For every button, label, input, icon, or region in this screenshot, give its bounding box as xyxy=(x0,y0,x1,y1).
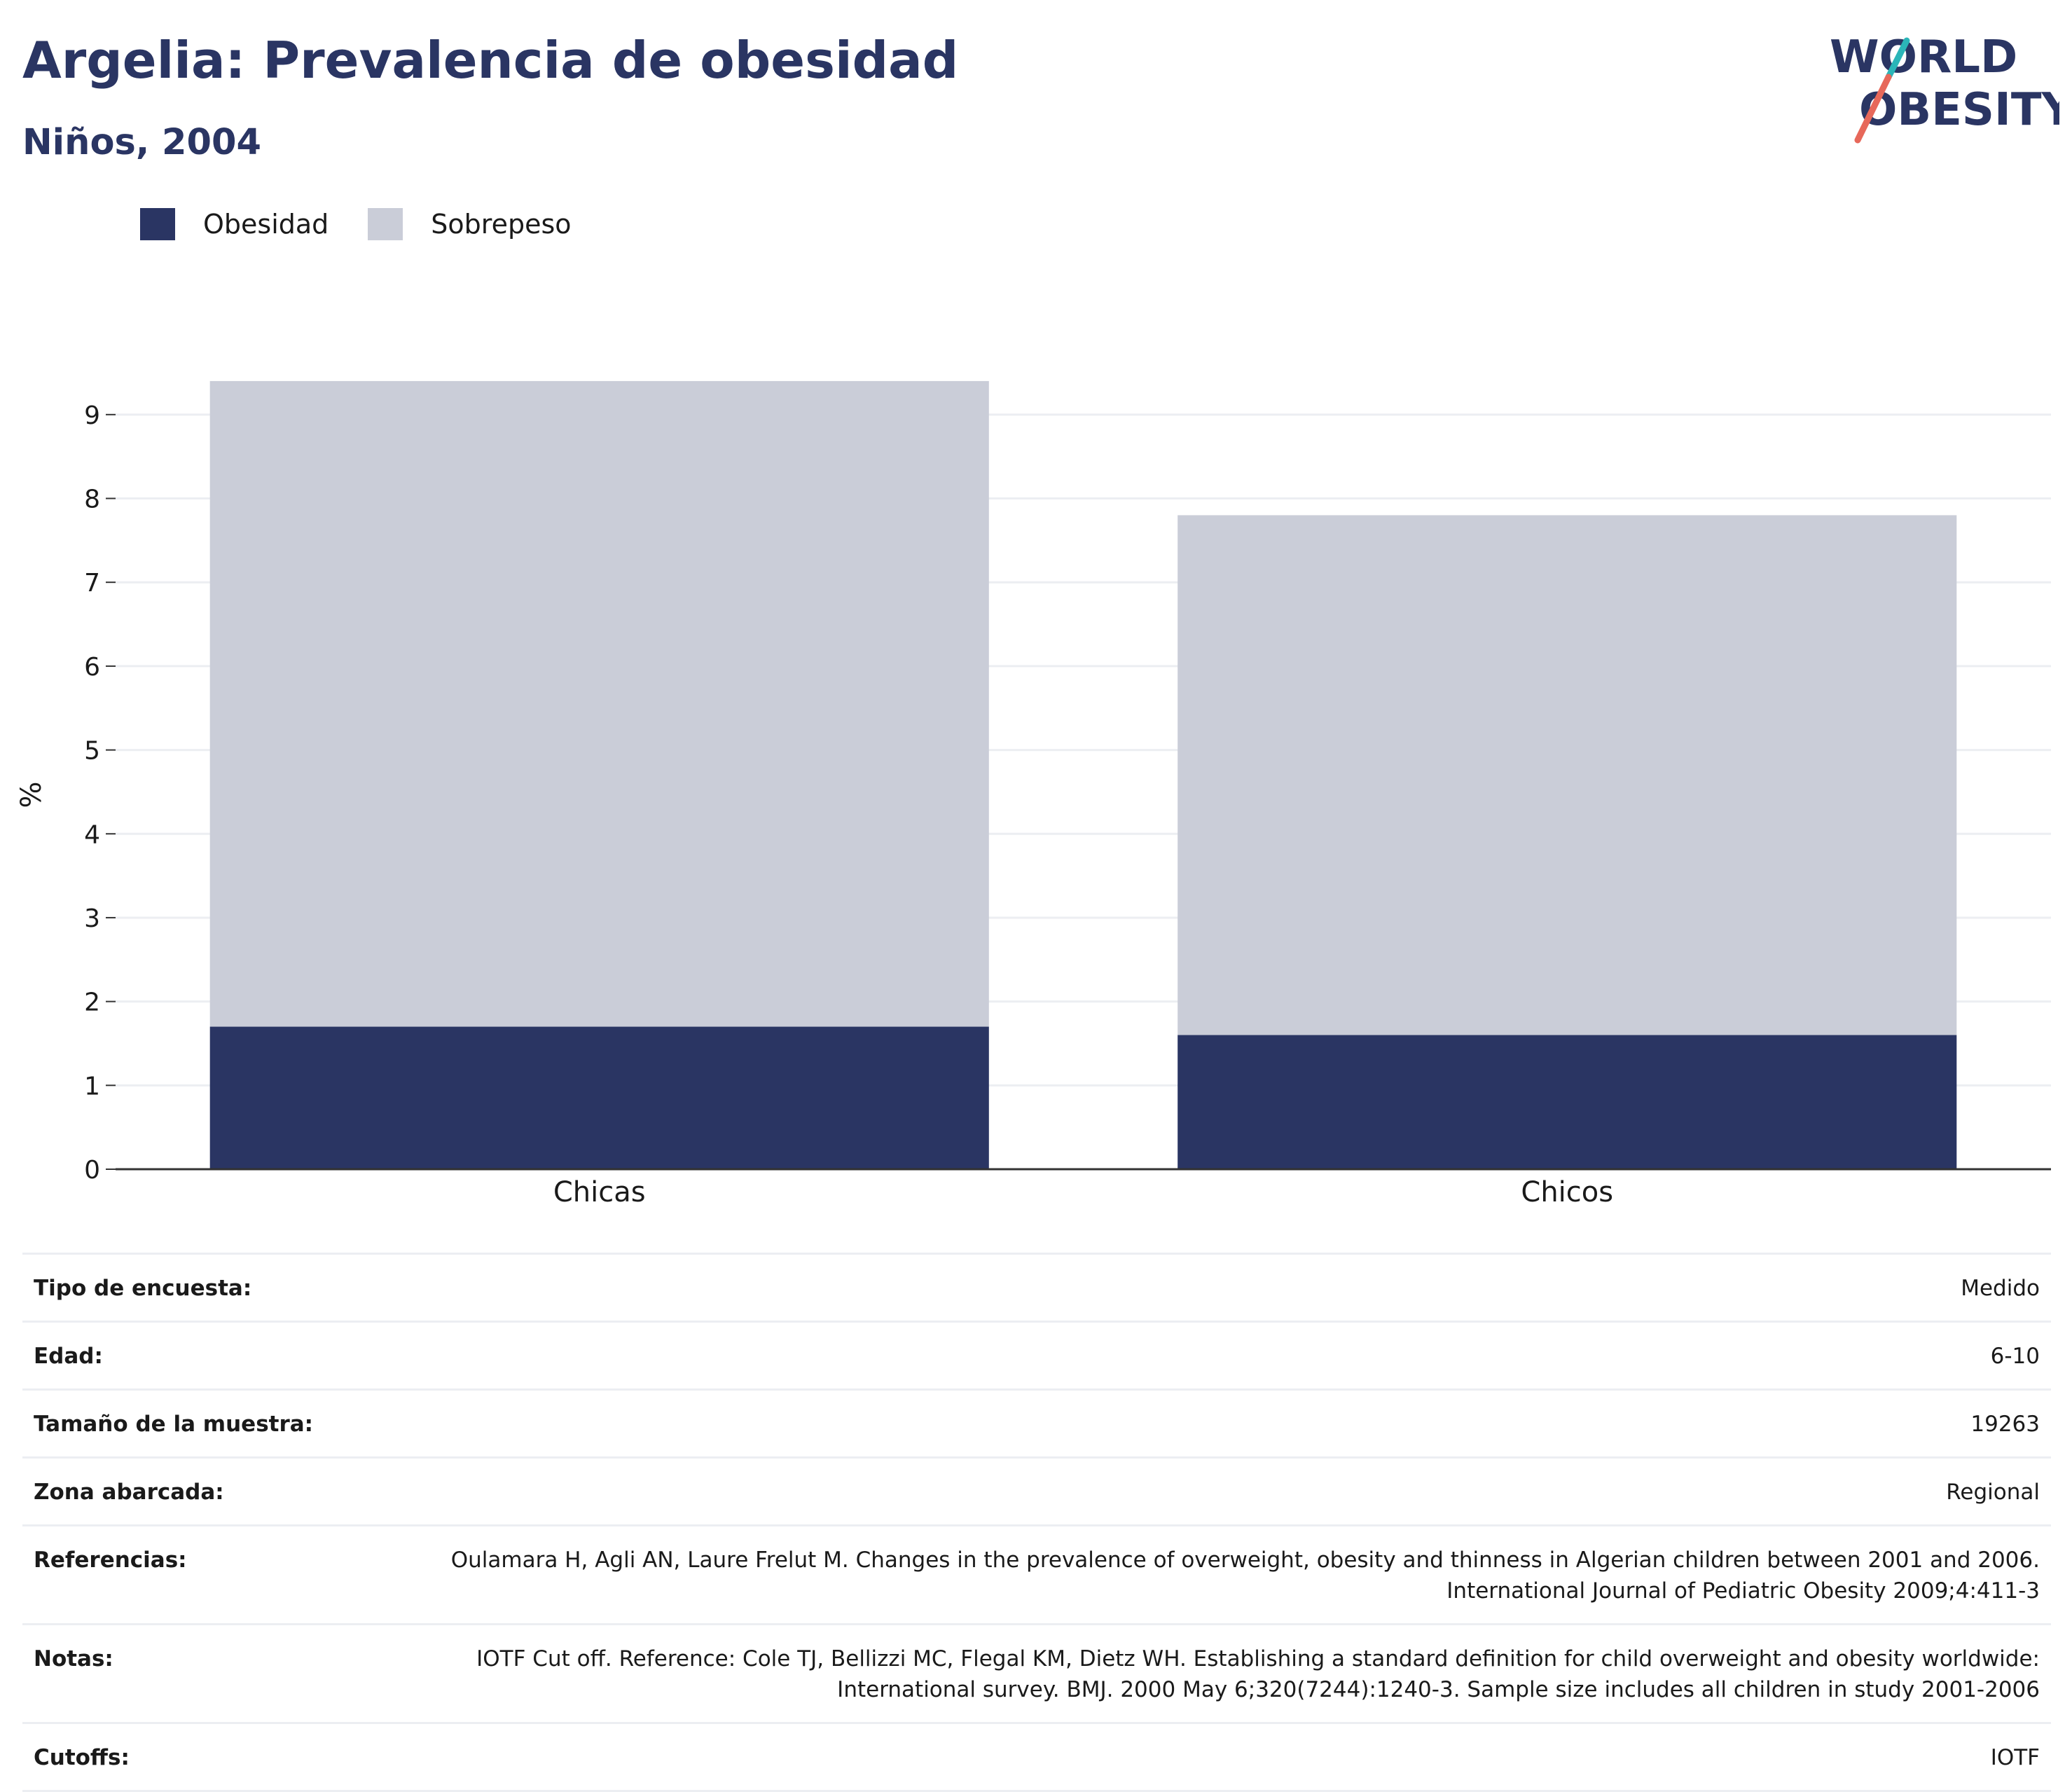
info-row: Notas: IOTF Cut off. Reference: Cole TJ, … xyxy=(22,1623,2051,1723)
info-row: Cutoffs: IOTF xyxy=(22,1722,2051,1792)
y-tick-label: 7 xyxy=(84,569,100,598)
info-value: IOTF Cut off. Reference: Cole TJ, Belliz… xyxy=(437,1623,2051,1723)
info-value: 19263 xyxy=(437,1388,2051,1458)
y-tick-label: 3 xyxy=(84,904,100,933)
survey-info-table: Tipo de encuesta: Medido Edad: 6-10 Tamaño d… xyxy=(22,1253,2051,1792)
info-value: IOTF xyxy=(437,1722,2051,1792)
chart-subtitle: Niños, 2004 xyxy=(22,122,261,163)
info-value: Regional xyxy=(437,1456,2051,1526)
info-value: Medido xyxy=(437,1253,2051,1322)
x-tick-label: Chicas xyxy=(553,1176,646,1208)
world-obesity-logo: WORLD OBESITY xyxy=(1830,32,2059,144)
legend-item-sobrepeso[interactable]: Sobrepeso xyxy=(368,208,572,240)
info-row: Zona abarcada: Regional xyxy=(22,1456,2051,1526)
info-label: Cutoffs: xyxy=(22,1722,437,1792)
legend-item-obesidad[interactable]: Obesidad xyxy=(140,208,329,240)
info-row: Tamaño de la muestra: 19263 xyxy=(22,1388,2051,1458)
info-row: Referencias: Oulamara H, Agli AN, Laure F… xyxy=(22,1524,2051,1625)
bar-obesidad-chicos xyxy=(1177,1035,1957,1169)
chart-title: Argelia: Prevalencia de obesidad xyxy=(22,31,959,90)
legend-label-obesidad: Obesidad xyxy=(203,209,329,240)
info-label: Zona abarcada: xyxy=(22,1456,437,1526)
y-tick-label: 6 xyxy=(84,653,100,682)
info-value: Oulamara H, Agli AN, Laure Frelut M. Cha… xyxy=(437,1524,2051,1625)
legend-swatch-sobrepeso xyxy=(368,208,403,240)
y-tick-label: 0 xyxy=(84,1156,100,1185)
info-label: Tipo de encuesta: xyxy=(22,1253,437,1322)
y-tick-label: 4 xyxy=(84,820,100,849)
bar-sobrepeso-chicos xyxy=(1177,515,1957,1035)
y-tick-label: 5 xyxy=(84,737,100,766)
chart-legend: Obesidad Sobrepeso xyxy=(140,208,611,240)
info-label: Edad: xyxy=(22,1321,437,1390)
x-tick-label: Chicos xyxy=(1521,1176,1613,1208)
info-value: 6-10 xyxy=(437,1321,2051,1390)
legend-swatch-obesidad xyxy=(140,208,175,240)
legend-label-sobrepeso: Sobrepeso xyxy=(431,209,572,240)
info-label: Referencias: xyxy=(22,1524,437,1625)
y-tick-label: 2 xyxy=(84,988,100,1017)
y-tick-label: 1 xyxy=(84,1072,100,1101)
logo-word-obesity: OBESITY xyxy=(1859,84,2059,136)
info-label: Tamaño de la muestra: xyxy=(22,1388,437,1458)
info-label: Notas: xyxy=(22,1623,437,1723)
y-tick-label: 8 xyxy=(84,485,100,514)
logo-slash-bottom xyxy=(1854,74,1892,144)
logo-word-world: WORLD xyxy=(1830,32,2017,83)
bar-sobrepeso-chicas xyxy=(209,380,989,1027)
info-row: Edad: 6-10 xyxy=(22,1321,2051,1390)
logo-slash-top xyxy=(1885,37,1910,81)
bar-chart: 0 1 2 3 4 5 6 7 8 9 Chicas Chicos% xyxy=(15,380,2051,1208)
y-axis-label: % xyxy=(15,781,48,808)
bar-obesidad-chicas xyxy=(209,1026,989,1169)
y-tick-label: 9 xyxy=(84,401,100,430)
info-row: Tipo de encuesta: Medido xyxy=(22,1253,2051,1322)
